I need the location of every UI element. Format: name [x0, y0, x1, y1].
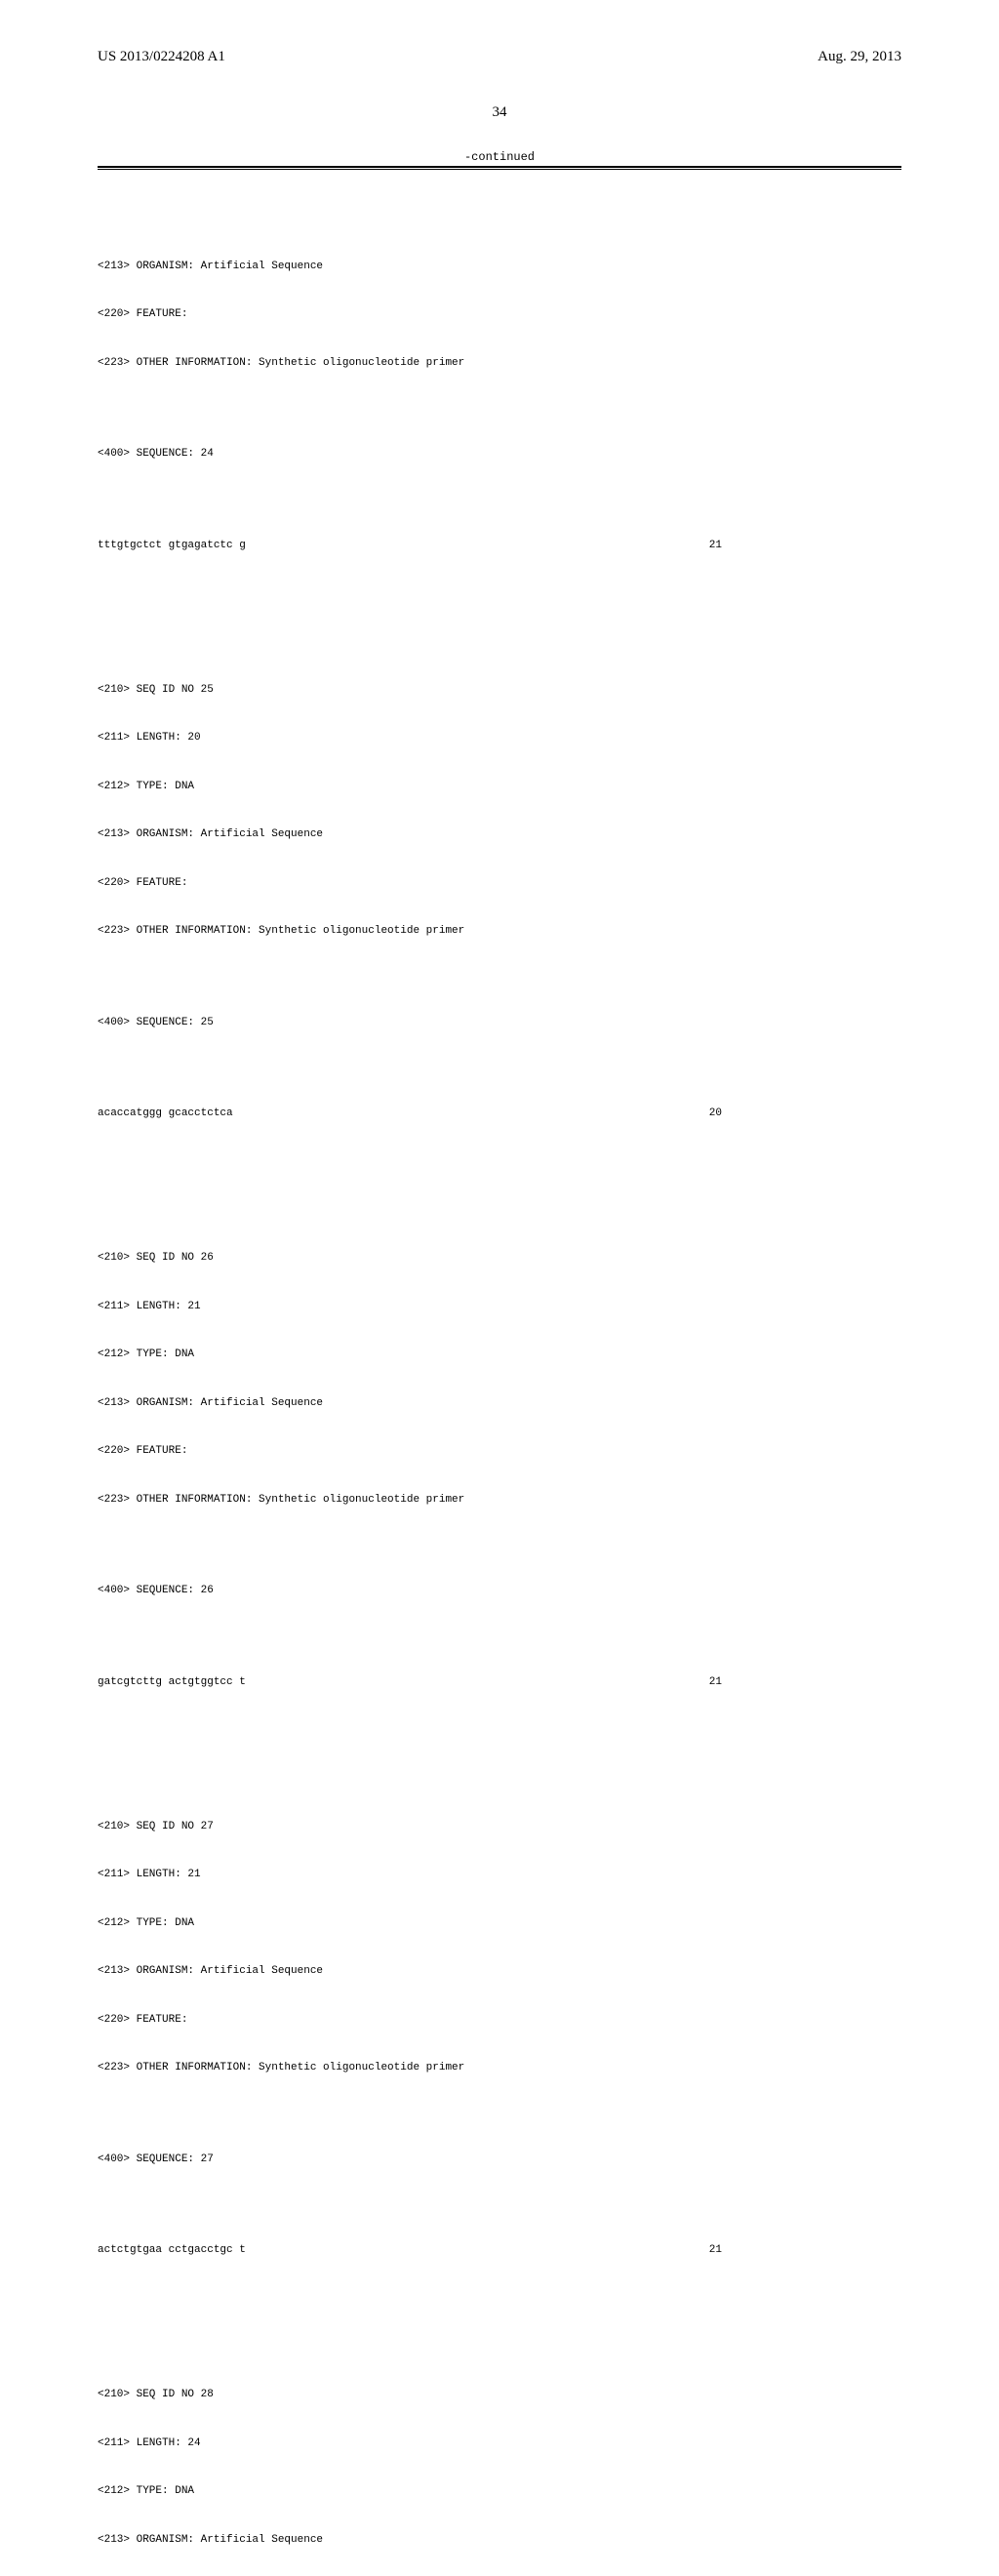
- seq-meta-line: <210> SEQ ID NO 27: [98, 1819, 901, 1835]
- rule-thin: [98, 169, 901, 170]
- sequence-block: <210> SEQ ID NO 26 <211> LENGTH: 21 <212…: [98, 1218, 901, 1722]
- seq-text: acaccatggg gcacctctca: [98, 1106, 233, 1122]
- seq-meta-line: <211> LENGTH: 24: [98, 2435, 901, 2452]
- rule-top: [98, 166, 901, 168]
- seq-meta-line: <211> LENGTH: 20: [98, 730, 901, 746]
- seq-length: 21: [709, 1674, 722, 1691]
- seq-meta-line: <220> FEATURE:: [98, 2012, 901, 2029]
- seq-meta-line: <223> OTHER INFORMATION: Synthetic oligo…: [98, 2060, 901, 2076]
- seq-meta-line: <213> ORGANISM: Artificial Sequence: [98, 259, 901, 275]
- seq-meta-line: <220> FEATURE:: [98, 306, 901, 323]
- seq-meta-line: <210> SEQ ID NO 28: [98, 2387, 901, 2403]
- seq-meta-line: <213> ORGANISM: Artificial Sequence: [98, 2532, 901, 2549]
- pub-date: Aug. 29, 2013: [818, 49, 901, 65]
- seq-length: 21: [709, 538, 722, 554]
- page-number: 34: [98, 104, 901, 121]
- seq-meta-line: <213> ORGANISM: Artificial Sequence: [98, 826, 901, 843]
- seq-meta-line: <213> ORGANISM: Artificial Sequence: [98, 1963, 901, 1980]
- seq-meta-line: <223> OTHER INFORMATION: Synthetic oligo…: [98, 1492, 901, 1509]
- seq-text: tttgtgctct gtgagatctc g: [98, 538, 246, 554]
- continued-label: -continued: [98, 150, 901, 164]
- seq-text: gatcgtcttg actgtggtcc t: [98, 1674, 246, 1691]
- seq-meta-line: <223> OTHER INFORMATION: Synthetic oligo…: [98, 923, 901, 940]
- seq-meta-line: <212> TYPE: DNA: [98, 1347, 901, 1363]
- sequence-block: <213> ORGANISM: Artificial Sequence <220…: [98, 226, 901, 586]
- seq-header-line: <400> SEQUENCE: 24: [98, 446, 901, 463]
- page-container: US 2013/0224208 A1 Aug. 29, 2013 34 -con…: [0, 0, 999, 1288]
- seq-data-line: acaccatggg gcacctctca 20: [98, 1106, 722, 1122]
- seq-meta-line: <213> ORGANISM: Artificial Sequence: [98, 1395, 901, 1412]
- seq-meta-line: <212> TYPE: DNA: [98, 779, 901, 795]
- seq-meta-line: <210> SEQ ID NO 25: [98, 682, 901, 699]
- sequence-listing: <213> ORGANISM: Artificial Sequence <220…: [98, 178, 901, 2576]
- seq-meta-line: <223> OTHER INFORMATION: Synthetic oligo…: [98, 355, 901, 372]
- seq-length: 20: [709, 1106, 722, 1122]
- sequence-block: <210> SEQ ID NO 25 <211> LENGTH: 20 <212…: [98, 650, 901, 1154]
- sequence-block: <210> SEQ ID NO 28 <211> LENGTH: 24 <212…: [98, 2355, 901, 2576]
- seq-header-line: <400> SEQUENCE: 27: [98, 2152, 901, 2168]
- seq-data-line: actctgtgaa cctgacctgc t 21: [98, 2242, 722, 2259]
- seq-header-line: <400> SEQUENCE: 25: [98, 1015, 901, 1031]
- seq-meta-line: <211> LENGTH: 21: [98, 1299, 901, 1315]
- seq-length: 21: [709, 2242, 722, 2259]
- seq-data-line: gatcgtcttg actgtggtcc t 21: [98, 1674, 722, 1691]
- seq-data-line: tttgtgctct gtgagatctc g 21: [98, 538, 722, 554]
- seq-meta-line: <211> LENGTH: 21: [98, 1867, 901, 1883]
- seq-meta-line: <220> FEATURE:: [98, 1443, 901, 1460]
- pub-number: US 2013/0224208 A1: [98, 49, 225, 65]
- page-header: US 2013/0224208 A1 Aug. 29, 2013: [98, 49, 901, 65]
- sequence-block: <210> SEQ ID NO 27 <211> LENGTH: 21 <212…: [98, 1787, 901, 2291]
- seq-header-line: <400> SEQUENCE: 26: [98, 1583, 901, 1599]
- seq-text: actctgtgaa cctgacctgc t: [98, 2242, 246, 2259]
- seq-meta-line: <220> FEATURE:: [98, 875, 901, 892]
- seq-meta-line: <212> TYPE: DNA: [98, 2483, 901, 2500]
- seq-meta-line: <210> SEQ ID NO 26: [98, 1250, 901, 1267]
- seq-meta-line: <212> TYPE: DNA: [98, 1915, 901, 1932]
